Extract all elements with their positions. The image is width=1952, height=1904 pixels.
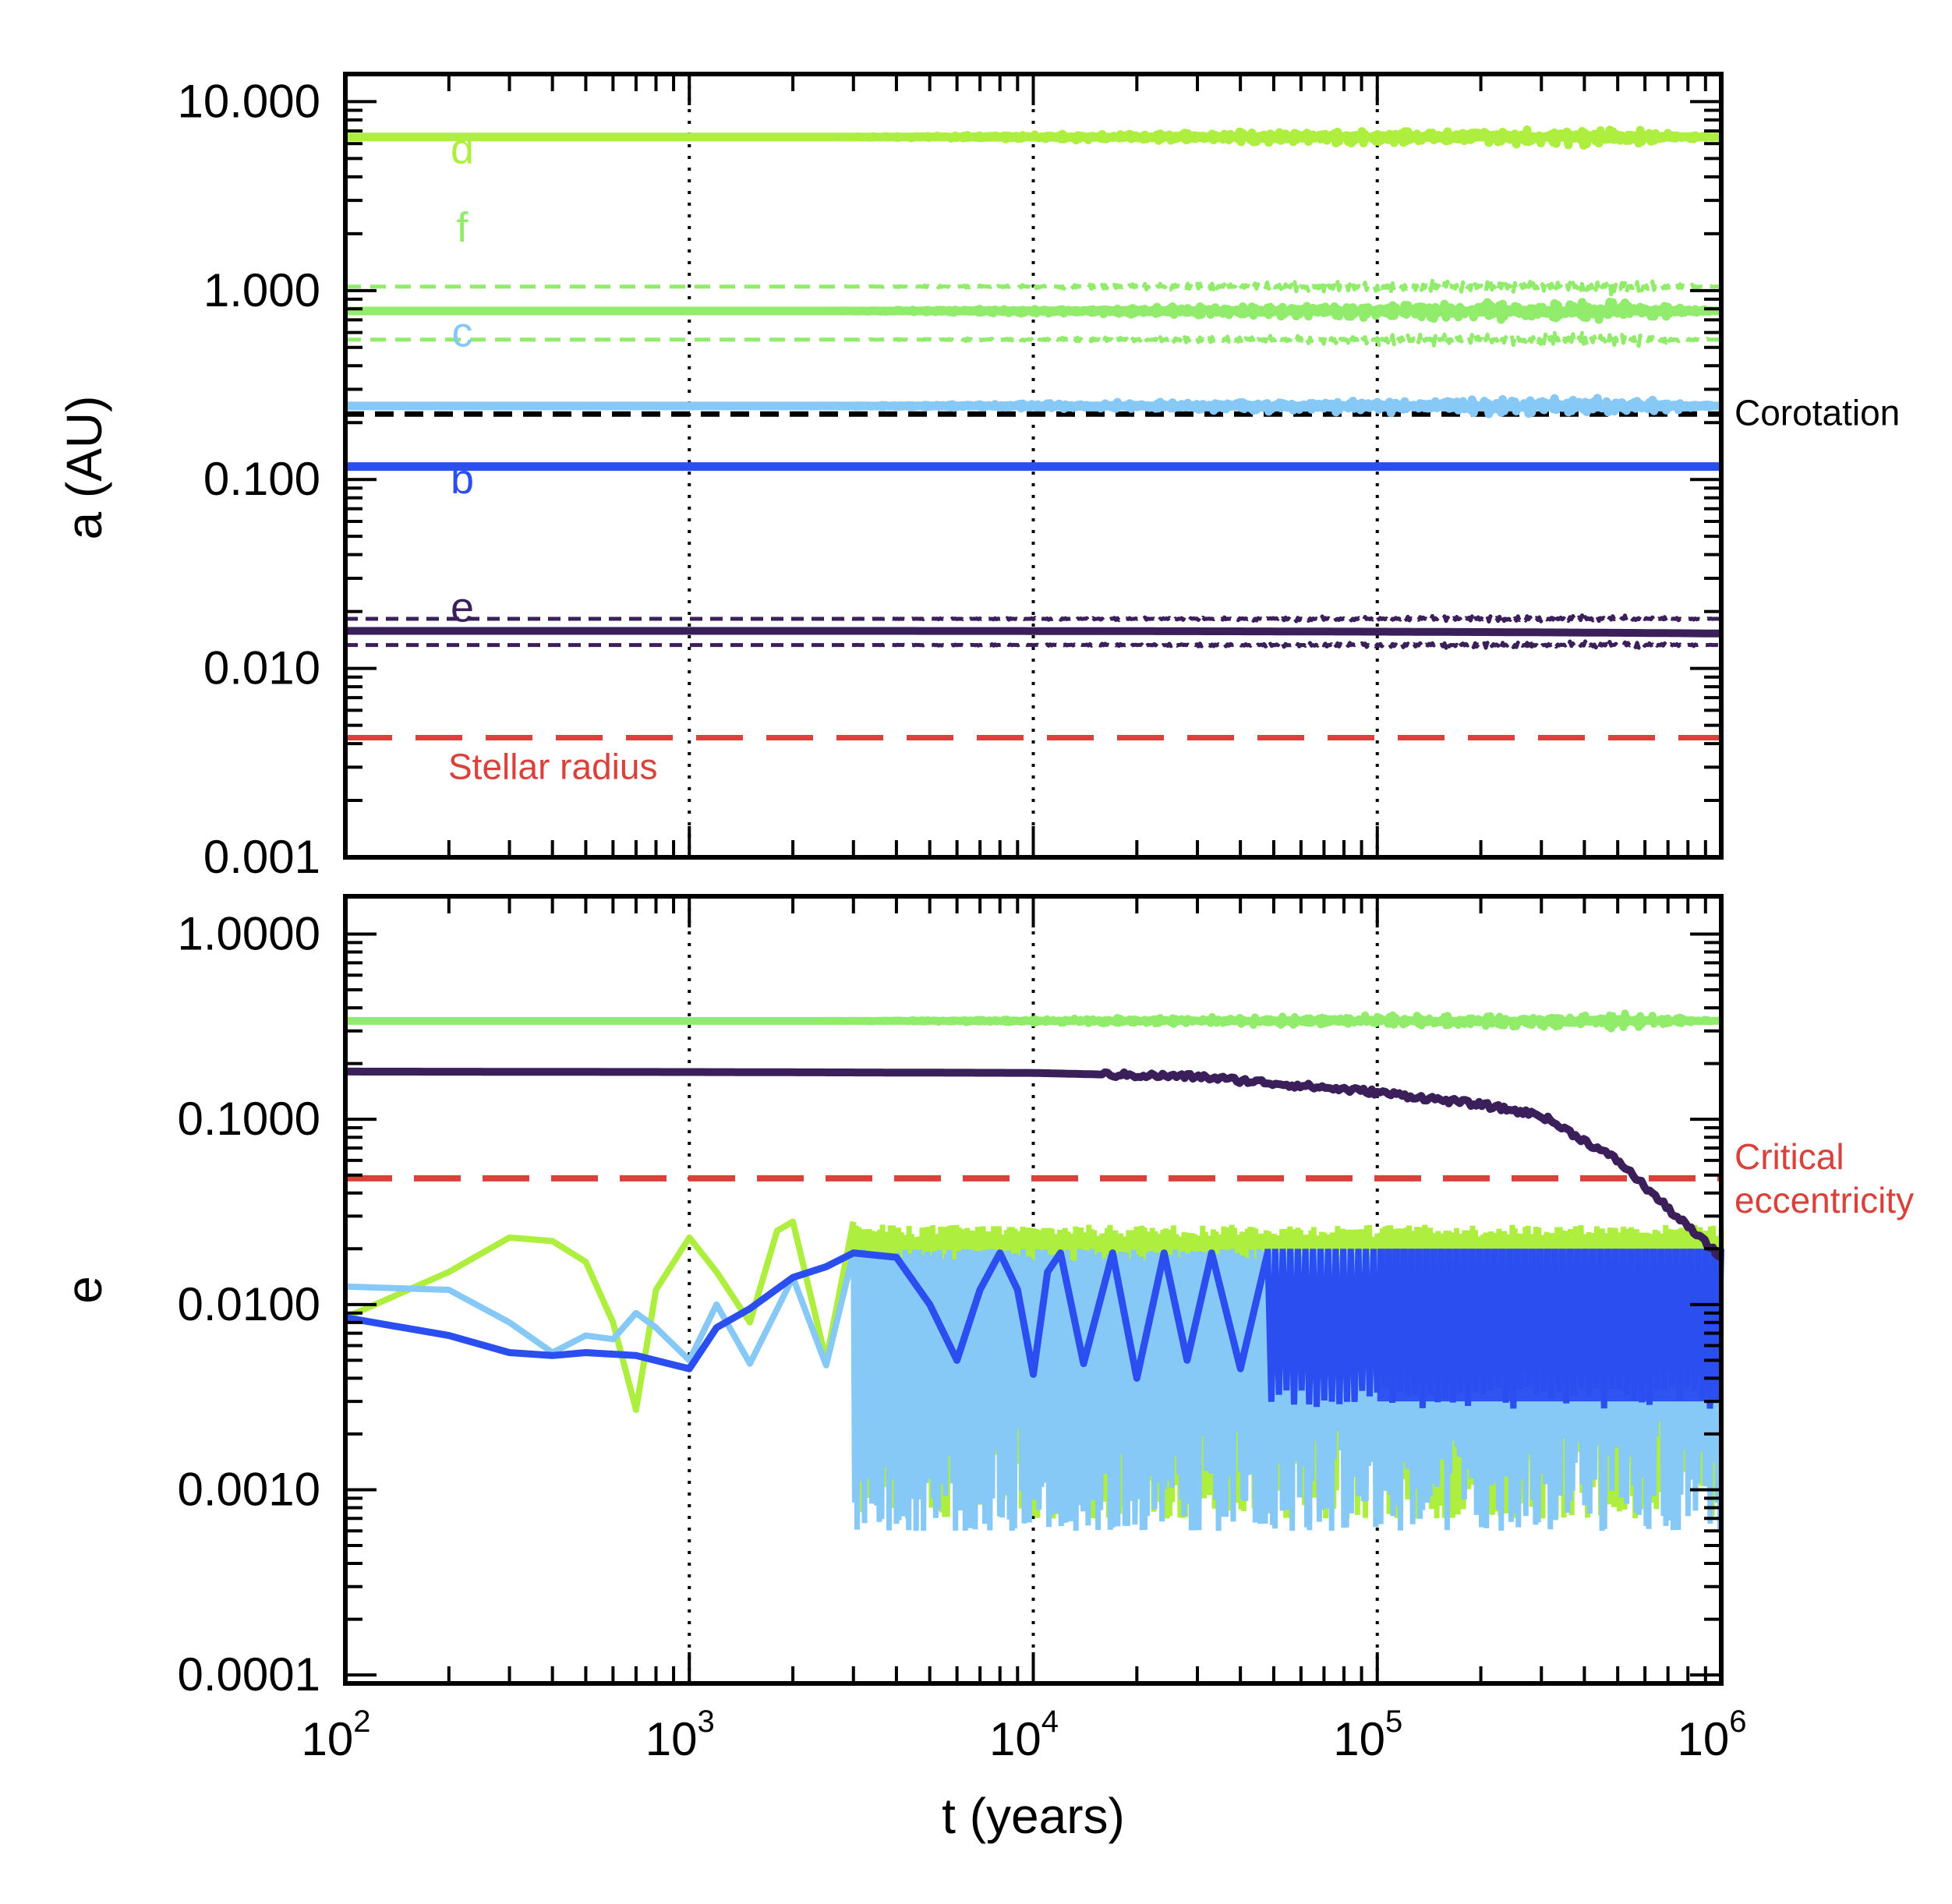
- bottom-x-axis-title: t (years): [942, 1788, 1125, 1844]
- bot-xtick-label-0: 102: [302, 1704, 371, 1765]
- top-planet-label-b: b: [451, 456, 474, 503]
- top-planet-label-e: e: [451, 585, 474, 631]
- bot-reflabel-line-1: eccentricity: [1735, 1180, 1914, 1220]
- bot-series-b-early: [345, 1249, 1271, 1382]
- bottom-panel: 1.0000 0.1000 0.0100 0.0010 0.0001 102 103 104…: [56, 894, 1914, 1844]
- bot-ytick-label-4: 0.0001: [177, 1648, 320, 1701]
- top-ytick-label-3: 0.010: [203, 642, 320, 694]
- bot-xtick-label-2: 104: [989, 1704, 1059, 1765]
- top-panel: 10.000 1.000 0.100 0.010 0.001 df c b e Corotat…: [56, 72, 1900, 883]
- top-series-e-max: [345, 613, 1722, 624]
- top-series-c: [342, 394, 1724, 419]
- bottom-y-tick-labels: 1.0000 0.1000 0.0100 0.0010 0.0001: [177, 908, 320, 1701]
- bottom-axis-ticks: [344, 896, 1721, 1685]
- bottom-series: [343, 1009, 1724, 1531]
- bot-ytick-label-0: 1.0000: [177, 908, 320, 960]
- bot-series-c-early: [345, 1252, 857, 1369]
- top-axis-ticks: [344, 74, 1721, 859]
- bot-series-d-early: [344, 1218, 857, 1413]
- bot-series-e: [344, 1067, 1723, 1261]
- bottom-x-tick-labels: 102 103 104 105 106: [302, 1704, 1747, 1765]
- top-plot-frame: [343, 72, 1724, 860]
- top-series: [342, 125, 1724, 651]
- top-reflabel-1: Stellar radius: [448, 746, 657, 786]
- bot-xtick-label-1: 103: [645, 1704, 715, 1765]
- bot-xtick-label-4: 106: [1678, 1704, 1747, 1765]
- top-vertical-gridlines: [688, 74, 1379, 857]
- top-planet-label-c: c: [452, 309, 473, 356]
- top-ytick-label-4: 0.001: [203, 831, 320, 883]
- bot-xtick-label-3: 105: [1333, 1704, 1402, 1765]
- bot-ytick-label-1: 0.1000: [177, 1093, 320, 1145]
- top-ytick-label-0: 10.000: [177, 75, 320, 127]
- top-y-axis-title: a (AU): [56, 396, 112, 540]
- bottom-y-axis-title: e: [56, 1276, 112, 1304]
- bottom-plot-frame: [343, 894, 1724, 1686]
- top-y-tick-labels: 10.000 1.000 0.100 0.010 0.001: [177, 75, 320, 883]
- bot-ytick-label-3: 0.0010: [177, 1463, 320, 1515]
- top-series-f-max: [345, 278, 1722, 297]
- top-series-f: [342, 298, 1724, 324]
- top-ytick-label-1: 1.000: [203, 264, 320, 316]
- top-series-e-min: [345, 639, 1722, 651]
- bot-reflabel-line-0: Critical: [1735, 1136, 1844, 1177]
- bot-series-b-band: [1377, 1249, 1721, 1402]
- top-planet-label-d: d: [451, 125, 474, 172]
- top-ytick-label-2: 0.100: [203, 453, 320, 505]
- top-series-f-min: [345, 330, 1722, 348]
- top-reflabel-0: Corotation: [1735, 392, 1900, 433]
- top-reference-labels: Corotation Stellar radius: [448, 392, 1900, 786]
- bottom-vertical-gridlines: [688, 896, 1379, 1683]
- top-series-e: [345, 627, 1721, 638]
- top-reference-lines: [345, 411, 1721, 740]
- top-planet-labels: df c b e: [451, 125, 474, 631]
- bot-ytick-label-2: 0.0100: [177, 1278, 320, 1330]
- top-series-d: [342, 125, 1724, 150]
- top-planet-label-f: f: [456, 204, 469, 251]
- bot-series-upper: [343, 1009, 1724, 1033]
